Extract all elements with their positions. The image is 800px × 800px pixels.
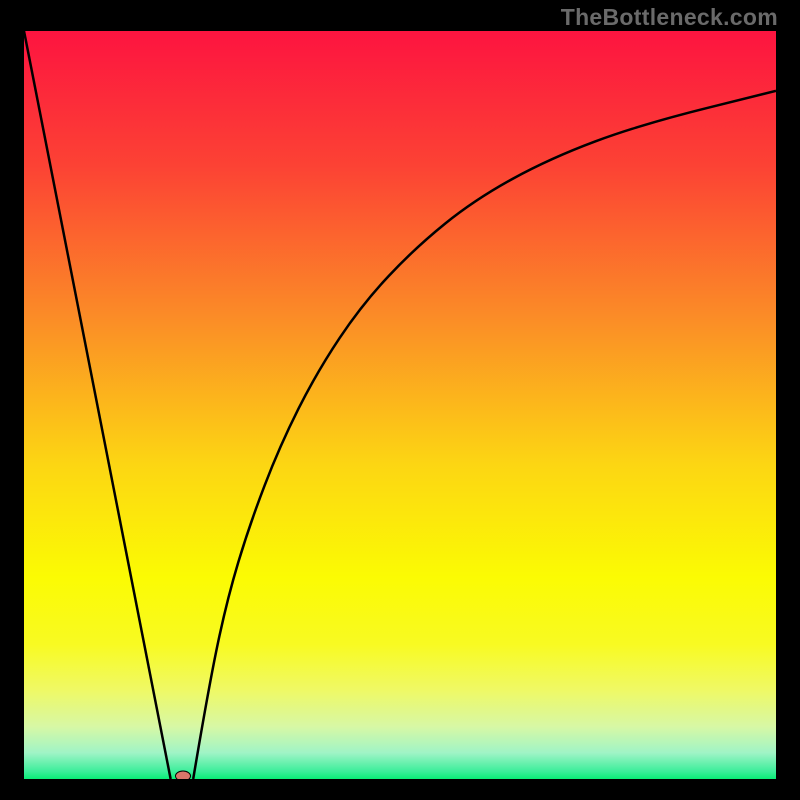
minimum-marker bbox=[175, 771, 191, 780]
watermark-text: TheBottleneck.com bbox=[561, 4, 778, 31]
curve-left-segment bbox=[24, 31, 171, 779]
chart-curve bbox=[24, 31, 776, 779]
plot-area bbox=[24, 31, 776, 779]
curve-right-segment bbox=[193, 91, 776, 779]
